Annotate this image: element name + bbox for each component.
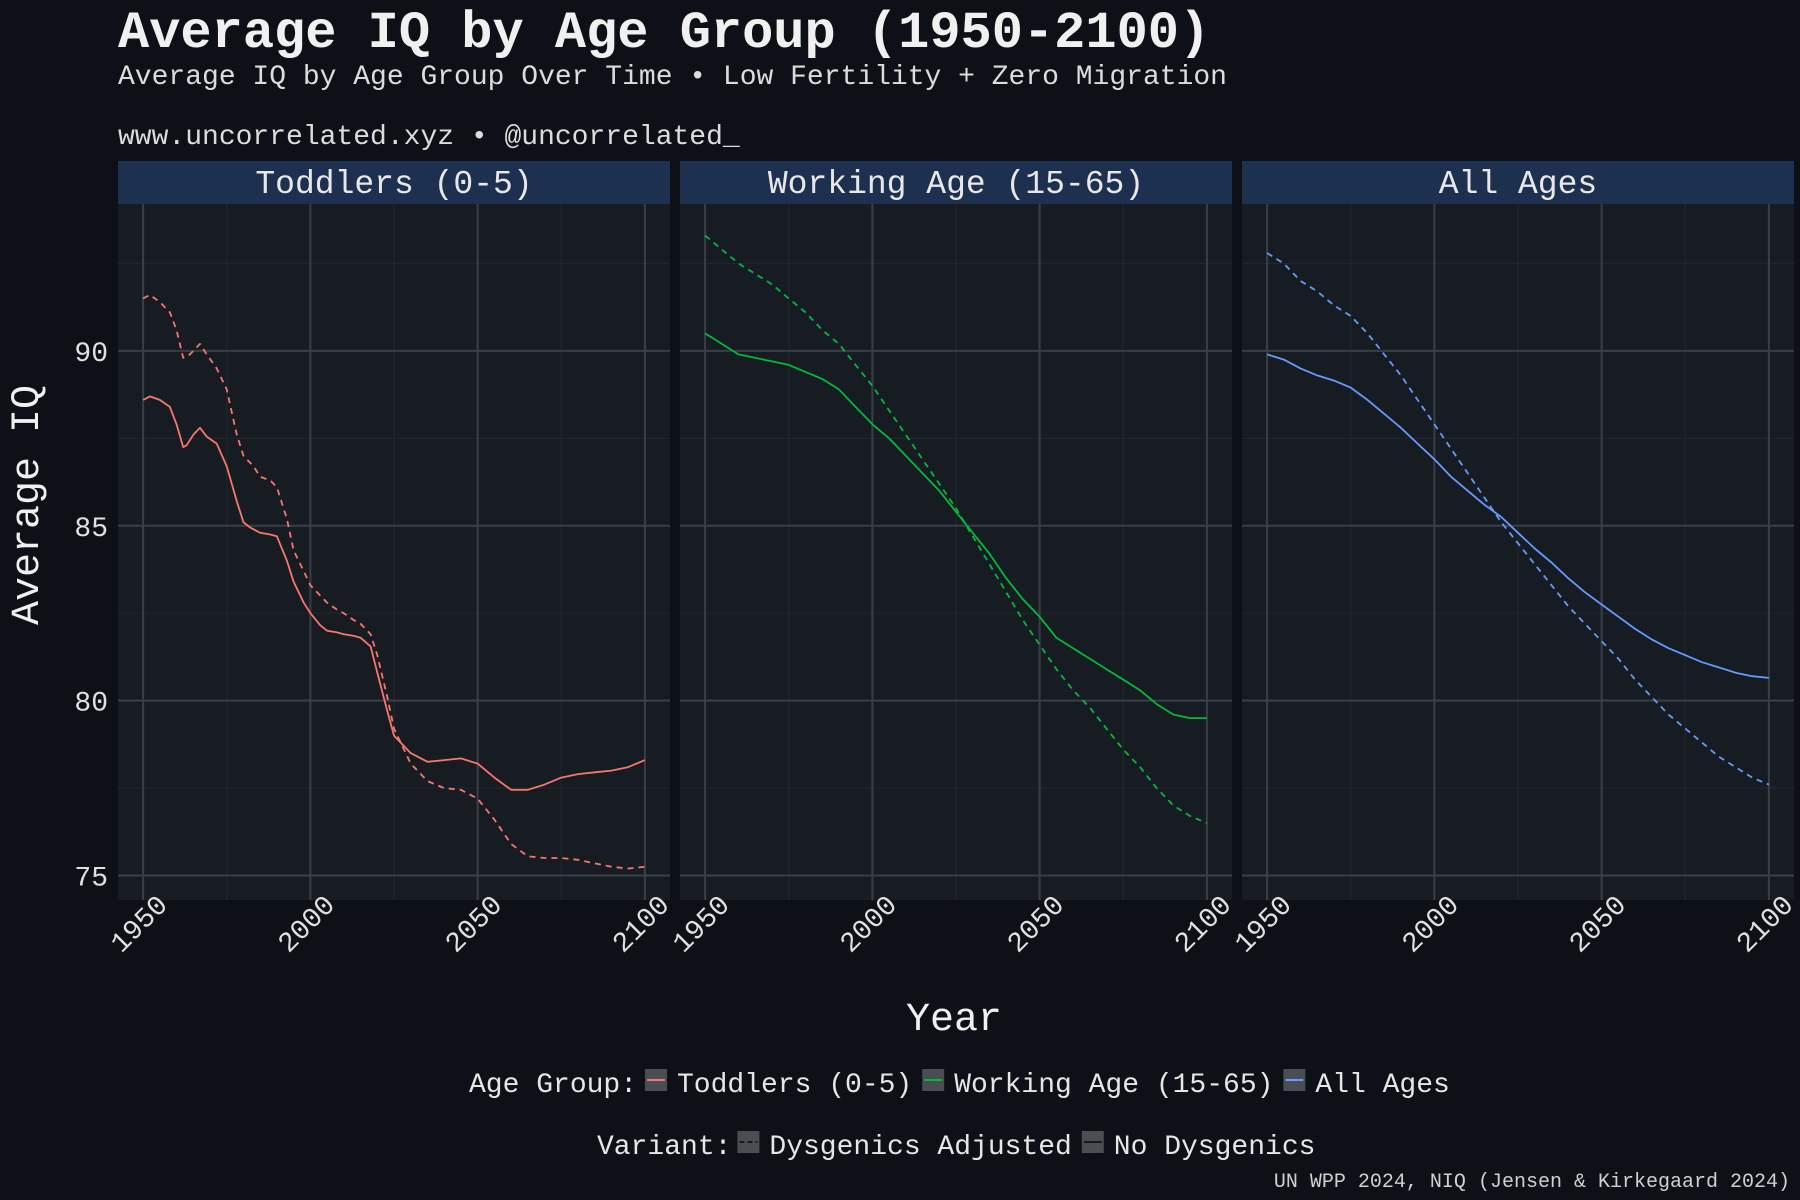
facet-strip-label: Toddlers (0-5): [255, 166, 532, 203]
series-line-all-ages-no-dysgenics: [1266, 353, 1769, 679]
chart-subtitle: Average IQ by Age Group Over Time • Low …: [118, 62, 1227, 93]
legend-age-title: Age Group:: [469, 1070, 637, 1101]
legend-label: Toddlers (0-5): [677, 1070, 912, 1101]
chart-caption: UN WPP 2024, NIQ (Jensen & Kirkegaard 20…: [1274, 1171, 1790, 1194]
y-tick-label: 75: [74, 864, 108, 895]
series-line-all-ages-dysgenics-adjusted: [1266, 252, 1770, 786]
source-line: www.uncorrelated.xyz • @uncorrelated_: [118, 122, 740, 153]
x-axis-title: Year: [906, 998, 1002, 1043]
facet-working-age-15-65: Working Age (15-65)1950 2000 2050 2100: [668, 161, 1239, 960]
series-line-working-age-15-65-dysgenics-adjusted: [704, 234, 1208, 824]
legend-label: Dysgenics Adjusted: [769, 1132, 1071, 1163]
chart-title: Average IQ by Age Group (1950-2100): [118, 4, 1210, 63]
y-tick-label: 90: [74, 339, 108, 370]
y-tick-label: 80: [74, 689, 108, 720]
series-line-working-age-15-65-no-dysgenics: [704, 332, 1207, 719]
facet-strip: [118, 161, 670, 204]
legend-label: Working Age (15-65): [954, 1070, 1273, 1101]
facet-strip: [680, 161, 1232, 204]
series-line-toddlers-0-5-no-dysgenics: [142, 395, 646, 791]
facet-strip: [1242, 161, 1794, 204]
legend: Age Group: Toddlers (0-5) Working Age (15-…: [469, 1069, 1450, 1163]
y-axis-title: Average IQ: [6, 385, 51, 625]
legend-label: No Dysgenics: [1114, 1132, 1316, 1163]
facet-strip-label: Working Age (15-65): [768, 166, 1144, 203]
facet-strip-label: All Ages: [1439, 166, 1597, 203]
y-tick-label: 85: [74, 514, 108, 545]
y-axis: 75 80 85 90: [74, 339, 108, 895]
legend-variant-title: Variant:: [597, 1132, 731, 1163]
series-line-toddlers-0-5-dysgenics-adjusted: [142, 293, 645, 870]
facet-toddlers-0-5: Toddlers (0-5)1950 2000 2050 2100: [106, 161, 677, 960]
legend-label: All Ages: [1315, 1070, 1449, 1101]
